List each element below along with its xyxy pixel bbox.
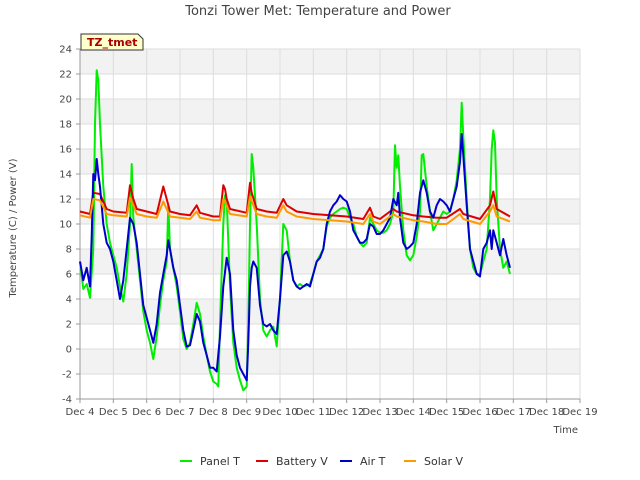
plot-band <box>80 49 580 74</box>
y-tick-label: 2 <box>66 320 72 331</box>
plot-band <box>80 149 580 174</box>
station-label: TZ_tmet <box>87 36 137 49</box>
y-tick-label: 10 <box>59 220 72 231</box>
plot-band <box>80 74 580 99</box>
y-tick-label: 22 <box>59 70 72 81</box>
legend-label: Air T <box>360 455 386 468</box>
x-tick-label: Dec 11 <box>296 407 331 418</box>
plot-band <box>80 324 580 349</box>
plot-band <box>80 349 580 374</box>
plot-band <box>80 174 580 199</box>
y-tick-label: 20 <box>59 95 72 106</box>
x-tick-label: Dec 8 <box>199 407 228 418</box>
x-tick-label: Dec 7 <box>166 407 195 418</box>
x-tick-label: Dec 15 <box>429 407 464 418</box>
legend-label: Solar V <box>424 455 464 468</box>
x-tick-label: Dec 9 <box>232 407 261 418</box>
y-tick-label: 8 <box>66 245 72 256</box>
x-tick-label: Dec 5 <box>99 407 128 418</box>
y-tick-label: 0 <box>66 345 72 356</box>
y-tick-label: 24 <box>59 45 72 56</box>
y-tick-label: 18 <box>59 120 72 131</box>
x-tick-label: Dec 12 <box>329 407 364 418</box>
x-tick-label: Dec 10 <box>262 407 297 418</box>
plot-band <box>80 124 580 149</box>
y-tick-label: 4 <box>66 295 72 306</box>
chart-title: Tonzi Tower Met: Temperature and Power <box>184 4 451 19</box>
y-tick-label: 16 <box>59 145 72 156</box>
plot-band <box>80 374 580 399</box>
x-axis-title: Time <box>553 425 578 436</box>
y-tick-label: -2 <box>62 370 72 381</box>
series-line-battery-v <box>79 181 511 220</box>
legend-label: Panel T <box>200 455 240 468</box>
series-line-solar-v <box>79 195 511 225</box>
y-axis-title: Temperature (C) / Power (V) <box>8 158 19 298</box>
y-tick-label: 12 <box>59 195 72 206</box>
plot-band <box>80 249 580 274</box>
data-series <box>79 69 511 392</box>
x-tick-label: Dec 6 <box>132 407 161 418</box>
y-tick-label: -4 <box>62 395 72 406</box>
y-tick-label: 14 <box>59 170 72 181</box>
series-line-air-t <box>79 133 511 382</box>
x-axis-ticks: Dec 4 Dec 5 Dec 6 Dec 7 Dec 8 Dec 9 Dec 10Dec … <box>66 399 598 418</box>
legend: Panel T Battery V Air T Solar V <box>180 455 464 468</box>
plot-band <box>80 299 580 324</box>
x-tick-label: Dec 14 <box>396 407 431 418</box>
y-tick-label: 6 <box>66 270 72 281</box>
x-tick-label: Dec 4 <box>66 407 95 418</box>
x-tick-label: Dec 16 <box>462 407 497 418</box>
x-tick-label: Dec 13 <box>362 407 397 418</box>
station-label-box: TZ_tmet <box>80 33 144 51</box>
x-tick-label: Dec 17 <box>496 407 531 418</box>
x-tick-label: Dec 19 <box>562 407 597 418</box>
x-tick-label: Dec 18 <box>529 407 564 418</box>
plot-band <box>80 99 580 124</box>
grid-lines <box>79 48 581 400</box>
plot-band <box>80 274 580 299</box>
legend-label: Battery V <box>276 455 328 468</box>
